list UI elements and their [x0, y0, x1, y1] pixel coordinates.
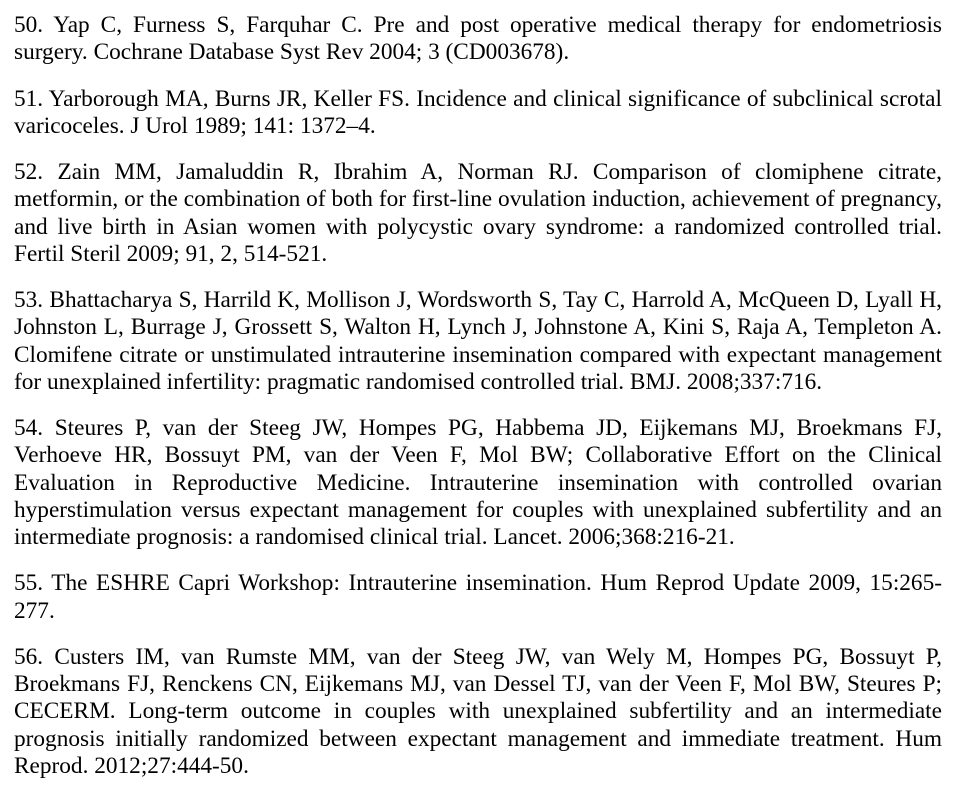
- reference-item: 54. Steures P, van der Steeg JW, Hompes …: [14, 415, 942, 551]
- reference-item: 50. Yap C, Furness S, Farquhar C. Pre an…: [14, 12, 942, 67]
- reference-item: 56. Custers IM, van Rumste MM, van der S…: [14, 644, 942, 780]
- reference-item: 51. Yarborough MA, Burns JR, Keller FS. …: [14, 86, 942, 141]
- references-page: 50. Yap C, Furness S, Farquhar C. Pre an…: [0, 0, 960, 798]
- reference-item: 52. Zain MM, Jamaluddin R, Ibrahim A, No…: [14, 159, 942, 268]
- reference-item: 55. The ESHRE Capri Workshop: Intrauteri…: [14, 570, 942, 625]
- reference-item: 53. Bhattacharya S, Harrild K, Mollison …: [14, 287, 942, 396]
